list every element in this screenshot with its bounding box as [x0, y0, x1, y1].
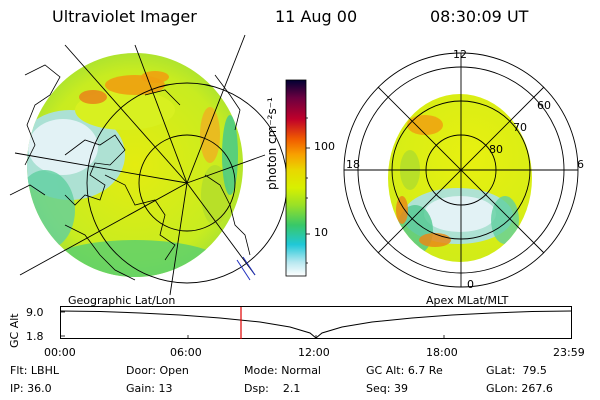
time-label: 08:30:09 UT	[430, 7, 529, 26]
status-door: Door: Open	[126, 364, 189, 377]
mlt-label-12: 12	[453, 48, 467, 61]
altitude-xtick-2359: 23:59	[553, 346, 585, 359]
altitude-plot	[60, 306, 572, 339]
geographic-map	[9, 34, 288, 296]
status-ip: IP: 36.0	[10, 382, 52, 395]
mlt-label-18: 18	[346, 158, 360, 171]
colorbar-tick-10: 10	[314, 226, 328, 239]
instrument-title: Ultraviolet Imager	[52, 7, 197, 26]
date-label: 11 Aug 00	[275, 7, 358, 26]
mlat-label-80: 80	[489, 143, 503, 156]
status-gain: Gain: 13	[126, 382, 173, 395]
altitude-xtick-0000: 00:00	[44, 346, 76, 359]
status-seq: Seq: 39	[366, 382, 408, 395]
altitude-xtick-0600: 06:00	[170, 346, 202, 359]
colorbar	[285, 79, 310, 277]
colorbar-unit-label: photon cm⁻²s⁻¹	[265, 97, 279, 190]
status-glat: GLat: 79.5	[486, 364, 547, 377]
altitude-ylabel: GC Alt	[8, 313, 21, 348]
mlt-label-6: 6	[577, 158, 584, 171]
altitude-ytick-1.8: 1.8	[26, 330, 44, 343]
apex-map-label: Apex MLat/MLT	[426, 294, 509, 307]
status-mode: Mode: Normal	[244, 364, 321, 377]
status-gc-alt: GC Alt: 6.7 Re	[366, 364, 443, 377]
status-glon: GLon: 267.6	[486, 382, 553, 395]
status-flt: Flt: LBHL	[10, 364, 59, 377]
mlat-label-60: 60	[537, 99, 551, 112]
status-dsp: Dsp: 2.1	[244, 382, 301, 395]
geographic-map-label: Geographic Lat/Lon	[68, 294, 176, 307]
altitude-ytick-9: 9.0	[26, 306, 44, 319]
altitude-xtick-1200: 12:00	[298, 346, 330, 359]
colorbar-tick-100: 100	[314, 140, 335, 153]
mlt-label-0: 0	[467, 278, 474, 291]
apex-polar-map	[343, 52, 579, 288]
mlat-label-70: 70	[513, 121, 527, 134]
altitude-xtick-1800: 18:00	[426, 346, 458, 359]
